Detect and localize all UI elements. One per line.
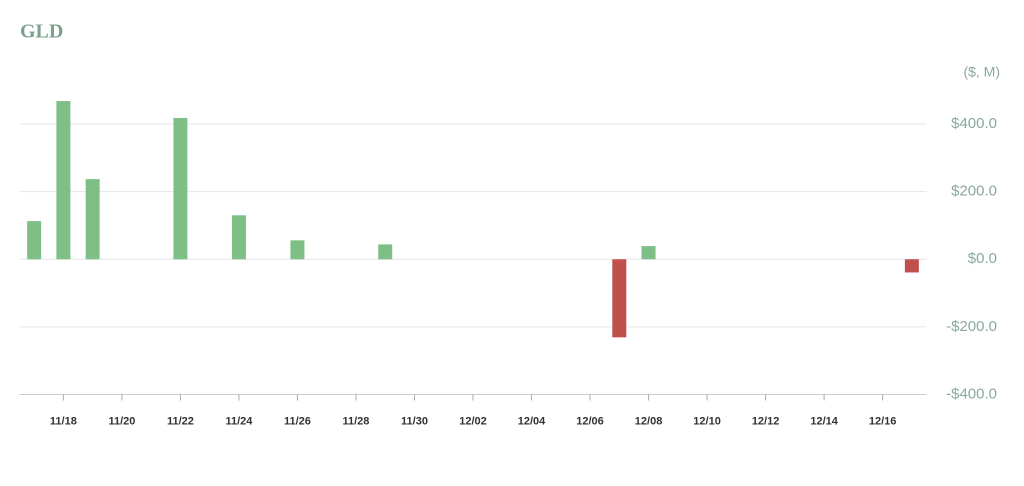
bar (641, 246, 656, 260)
y-tick-label: $0.0 (968, 250, 997, 267)
x-tick-label: 12/02 (459, 415, 487, 427)
x-tick-label: 11/30 (401, 415, 428, 427)
x-tick-label: 11/22 (167, 415, 194, 427)
x-tick-label: 12/16 (869, 415, 897, 427)
x-tick-label: 12/12 (752, 415, 780, 427)
x-tick-label: 12/14 (810, 415, 838, 427)
x-tick-label: 11/24 (225, 415, 253, 427)
chart-title: GLD (20, 21, 63, 43)
x-tick-label: 12/08 (635, 415, 663, 427)
x-tick-label: 12/10 (693, 415, 721, 427)
x-tick-label: 11/20 (108, 415, 135, 427)
bar (378, 244, 393, 260)
x-tick-label: 12/04 (518, 415, 546, 427)
bar (85, 179, 100, 260)
y-tick-label: $400.0 (951, 115, 997, 132)
bar (612, 259, 627, 338)
y-tick-label: -$400.0 (946, 385, 997, 402)
y-tick-label: -$200.0 (946, 318, 997, 335)
bar (56, 101, 71, 260)
y-tick-label: $200.0 (951, 183, 997, 200)
y-axis-unit: ($, M) (963, 64, 1000, 80)
x-tick-label: 11/26 (284, 415, 311, 427)
bar (27, 221, 42, 260)
x-tick-label: 11/18 (50, 415, 77, 427)
x-tick-label: 12/06 (576, 415, 604, 427)
bar (290, 240, 305, 260)
x-tick-label: 11/28 (343, 415, 370, 427)
bar (173, 117, 188, 260)
bar (904, 259, 919, 273)
bar (231, 215, 246, 260)
